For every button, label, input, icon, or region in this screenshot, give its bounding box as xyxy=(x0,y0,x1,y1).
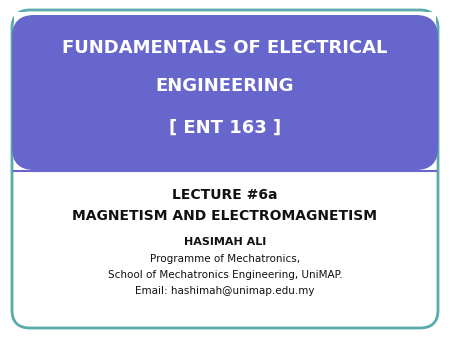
Text: [ ENT 163 ]: [ ENT 163 ] xyxy=(169,119,281,137)
FancyBboxPatch shape xyxy=(12,10,438,328)
Text: HASIMAH ALI: HASIMAH ALI xyxy=(184,237,266,247)
Text: School of Mechatronics Engineering, UniMAP.: School of Mechatronics Engineering, UniM… xyxy=(108,270,342,280)
FancyBboxPatch shape xyxy=(14,12,436,78)
Text: LECTURE #6a: LECTURE #6a xyxy=(172,188,278,202)
Text: Email: hashimah@unimap.edu.my: Email: hashimah@unimap.edu.my xyxy=(135,286,315,296)
Text: FUNDAMENTALS OF ELECTRICAL: FUNDAMENTALS OF ELECTRICAL xyxy=(62,39,388,57)
Text: ENGINEERING: ENGINEERING xyxy=(156,77,294,95)
Text: Programme of Mechatronics,: Programme of Mechatronics, xyxy=(150,254,300,264)
Text: MAGNETISM AND ELECTROMAGNETISM: MAGNETISM AND ELECTROMAGNETISM xyxy=(72,209,378,223)
FancyBboxPatch shape xyxy=(12,15,438,170)
